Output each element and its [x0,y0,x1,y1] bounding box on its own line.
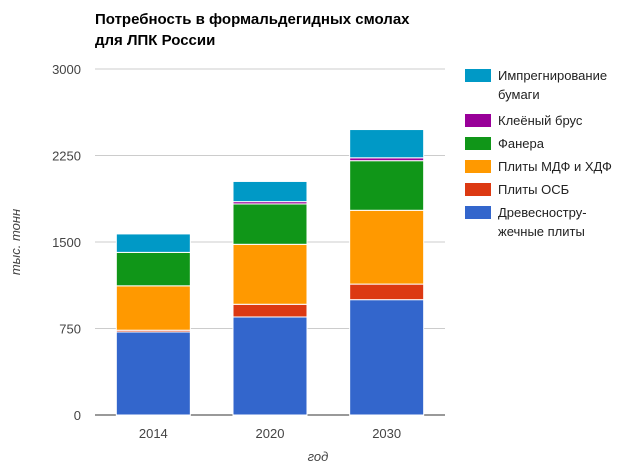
chart-title-line-2: для ЛПК России [95,32,215,49]
y-tick-label: 3000 [52,62,81,77]
y-tick-label: 2250 [52,149,81,164]
legend-label: Древесностру- [498,205,587,220]
bars [115,129,425,416]
legend-label: Импрегнирование [498,68,607,83]
x-tick-label: 2020 [256,426,285,441]
bar-segment [349,209,425,285]
bar-segment [232,203,308,245]
bar-segment [115,331,191,416]
y-tick-label: 1500 [52,235,81,250]
x-tick-label: 2014 [139,426,168,441]
legend-label: Плиты МДФ и ХДФ [498,159,612,174]
y-tick-labels: 0 750 1500 2250 3000 [52,62,81,423]
x-tick-label: 2030 [372,426,401,441]
legend-label: жечные плиты [498,224,585,239]
legend-swatch [465,114,491,127]
legend-swatch [465,206,491,219]
chart-title-line-1: Потребность в формальдегидных смолах [95,11,410,28]
bar-segment [349,299,425,416]
bar-segment [115,251,191,287]
legend-label: Плиты ОСБ [498,182,569,197]
bar-segment [349,160,425,211]
legend-label: бумаги [498,87,540,102]
y-tick-label: 750 [59,322,81,337]
legend-label: Клеёный брус [498,113,583,128]
bar-segment [232,316,308,416]
bar-segment [349,129,425,159]
bar-segment [232,303,308,318]
bar-segment [115,233,191,253]
bar-segment [232,243,308,305]
x-axis-label: год [308,449,329,464]
legend-swatch [465,160,491,173]
bar-segment [232,180,308,203]
y-axis-label: тыс. тонн [8,209,23,275]
legend-swatch [465,137,491,150]
legend: Импрегнирование бумаги Клеёный брус Фанера П… [465,68,612,239]
legend-label: Фанера [498,136,545,151]
y-tick-label: 0 [74,408,81,423]
bar-segment [115,285,191,331]
x-tick-labels: 2014 2020 2030 [139,426,401,441]
legend-swatch [465,69,491,82]
bar-segment [349,283,425,301]
legend-swatch [465,183,491,196]
